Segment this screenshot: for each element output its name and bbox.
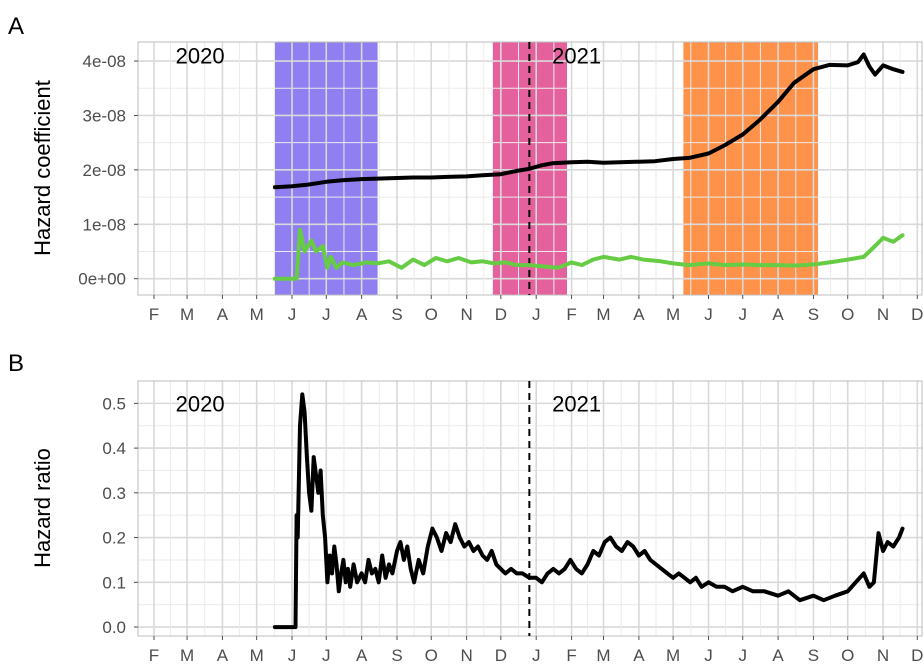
- x-tick-label: J: [322, 305, 331, 324]
- x-tick-label: A: [217, 646, 229, 664]
- x-tick-label: J: [288, 305, 297, 324]
- x-tick-label: F: [566, 646, 576, 664]
- x-tick-label: N: [877, 305, 889, 324]
- x-tick-label: F: [566, 305, 576, 324]
- x-tick-label: A: [772, 646, 784, 664]
- y-tick-label: 0.0: [102, 618, 126, 637]
- x-tick-label: A: [356, 646, 368, 664]
- x-tick-label: D: [495, 646, 507, 664]
- x-tick-label: J: [288, 646, 297, 664]
- x-tick-label: M: [250, 646, 264, 664]
- x-tick-label: D: [911, 305, 923, 324]
- series-line-2: [272, 227, 905, 281]
- grid: [138, 381, 923, 636]
- x-tick-label: M: [596, 646, 610, 664]
- y-tick-label: 0.1: [102, 573, 126, 592]
- y-tick-label: 0.5: [102, 394, 126, 413]
- x-tick-label: A: [217, 305, 229, 324]
- y-tick-label: 0e+00: [78, 270, 126, 289]
- x-tick-label: M: [180, 646, 194, 664]
- x-tick-label: N: [460, 305, 472, 324]
- panel-a: A Hazard coefficient 0e+00 1e-08 2e-08 3e-0…: [8, 13, 923, 324]
- x-tick-label: J: [532, 646, 541, 664]
- x-tick-label: A: [356, 305, 368, 324]
- x-tick-label: J: [322, 646, 331, 664]
- x-tick-label: J: [738, 646, 747, 664]
- x-tick-label: D: [495, 305, 507, 324]
- panel-b-y-axis-title: Hazard ratio: [30, 448, 55, 568]
- x-tick-label: M: [666, 646, 680, 664]
- y-tick-label: 2e-08: [83, 161, 126, 180]
- x-tick-label: S: [808, 305, 819, 324]
- x-tick-label: N: [877, 646, 889, 664]
- x-tick-label: A: [633, 646, 645, 664]
- x-tick-label: J: [704, 305, 713, 324]
- y-tick-label: 1e-08: [83, 215, 126, 234]
- year-annotation-2020: 2020: [176, 44, 225, 69]
- x-tick-label: A: [772, 305, 784, 324]
- x-tick-label: J: [532, 305, 541, 324]
- y-tick-label: 0.4: [102, 439, 126, 458]
- y-tick-label: 0.2: [102, 529, 126, 548]
- x-tick-label: M: [596, 305, 610, 324]
- x-tick-label: J: [704, 646, 713, 664]
- x-tick-label: M: [666, 305, 680, 324]
- x-tick-label: O: [425, 646, 438, 664]
- x-tick-label: O: [841, 305, 854, 324]
- x-tick-label: F: [149, 305, 159, 324]
- year-annotation-2020: 2020: [176, 391, 225, 416]
- y-tick-label: 0.3: [102, 484, 126, 503]
- x-tick-label: M: [180, 305, 194, 324]
- panel-a-y-axis-title: Hazard coefficient: [30, 80, 55, 256]
- x-tick-label: S: [808, 646, 819, 664]
- panel-a-letter: A: [8, 13, 24, 40]
- x-tick-label: D: [911, 646, 923, 664]
- series-line-1: [272, 392, 905, 630]
- x-tick-label: O: [425, 305, 438, 324]
- x-tick-label: J: [738, 305, 747, 324]
- x-tick-label: M: [250, 305, 264, 324]
- panel-b-letter: B: [8, 350, 24, 377]
- series-line-1: [272, 52, 905, 190]
- x-tick-label: S: [391, 305, 402, 324]
- x-tick-label: F: [149, 646, 159, 664]
- x-tick-label: S: [391, 646, 402, 664]
- year-annotation-2021: 2021: [552, 391, 601, 416]
- x-tick-label: O: [841, 646, 854, 664]
- y-tick-label: 4e-08: [83, 52, 126, 71]
- y-tick-label: 3e-08: [83, 106, 126, 125]
- x-tick-label: N: [460, 646, 472, 664]
- x-tick-label: A: [633, 305, 645, 324]
- panel-b: B Hazard ratio 0.0 0.1 0.2 0.3 0.4 0.5 F M A M J J A…: [8, 350, 923, 664]
- year-annotation-2021: 2021: [552, 44, 601, 69]
